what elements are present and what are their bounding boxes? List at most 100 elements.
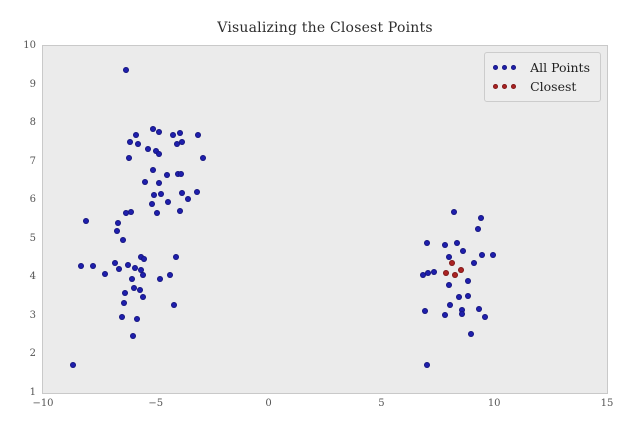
x-axis-tick-label: 10 — [487, 398, 501, 409]
data-point-all-points — [156, 275, 163, 282]
data-point-all-points — [173, 140, 180, 147]
data-point-all-points — [195, 132, 202, 139]
data-point-all-points — [132, 131, 139, 138]
data-point-all-points — [128, 209, 135, 216]
data-point-all-points — [179, 190, 186, 197]
data-point-all-points — [442, 311, 449, 318]
data-point-all-points — [150, 192, 157, 199]
scatter-dot-icon — [493, 65, 499, 70]
data-point-all-points — [70, 361, 77, 368]
data-point-all-points — [138, 267, 145, 274]
data-point-all-points — [478, 251, 485, 258]
data-point-all-points — [134, 140, 141, 147]
data-point-all-points — [121, 299, 128, 306]
data-point-all-points — [122, 66, 129, 73]
data-point-all-points — [176, 207, 183, 214]
x-axis-tick-label: 0 — [265, 398, 272, 409]
plot-area: All Points Closest −10 −5 0 5 10 15 1 2 3 4 5 6 7 8 9 1… — [23, 41, 613, 409]
data-point-all-points — [145, 146, 152, 153]
y-axis-tick-label: 4 — [29, 271, 36, 283]
data-point-all-points — [113, 228, 120, 235]
data-point-all-points — [139, 293, 146, 300]
data-point-all-points — [172, 253, 179, 260]
data-point-all-points — [423, 362, 430, 369]
legend-markers-all-points — [493, 65, 520, 70]
data-point-all-points — [150, 125, 157, 132]
scatter-dot-icon — [502, 65, 508, 70]
data-point-all-points — [124, 261, 131, 268]
data-point-closest — [448, 260, 455, 267]
data-point-all-points — [442, 241, 449, 248]
data-point-closest — [442, 270, 449, 277]
legend: All Points Closest — [484, 52, 601, 102]
data-point-all-points — [193, 188, 200, 195]
data-point-all-points — [454, 240, 461, 247]
y-axis-tick-label: 2 — [29, 348, 36, 360]
legend-markers-closest — [493, 84, 520, 89]
y-axis-tick-label: 1 — [29, 387, 36, 398]
data-point-all-points — [169, 131, 176, 138]
data-point-all-points — [141, 255, 148, 262]
data-point-all-points — [137, 253, 144, 260]
data-point-all-points — [199, 155, 206, 162]
y-axis-tick-label: 7 — [29, 155, 36, 167]
data-point-all-points — [460, 247, 467, 254]
data-point-all-points — [165, 198, 172, 205]
data-point-all-points — [430, 268, 437, 275]
chart-title: Visualizing the Closest Points — [217, 20, 433, 36]
data-point-all-points — [77, 262, 84, 269]
data-point-all-points — [132, 264, 139, 271]
legend-label-closest: Closest — [530, 79, 577, 94]
legend-item-closest: Closest — [493, 77, 590, 96]
data-point-all-points — [155, 180, 162, 187]
scatter-dot-icon — [502, 84, 508, 89]
y-axis-tick-label: 3 — [29, 309, 36, 321]
x-axis-tick-label: −5 — [148, 398, 164, 409]
data-point-all-points — [118, 313, 125, 320]
x-axis-tick-label: −10 — [32, 398, 54, 409]
data-point-all-points — [120, 237, 127, 244]
data-point-all-points — [140, 272, 147, 279]
scatter-dot-icon — [511, 84, 517, 89]
data-point-all-points — [468, 331, 475, 338]
data-point-all-points — [127, 138, 134, 145]
data-point-all-points — [122, 210, 129, 217]
data-point-all-points — [458, 307, 465, 314]
legend-label-all-points: All Points — [530, 60, 590, 75]
data-point-all-points — [102, 270, 109, 277]
data-point-all-points — [167, 272, 173, 279]
data-point-all-points — [424, 240, 431, 247]
data-point-all-points — [178, 170, 185, 177]
data-point-all-points — [90, 262, 97, 269]
y-axis-tick-label: 6 — [29, 194, 36, 206]
data-point-all-points — [451, 209, 458, 216]
data-point-all-points — [158, 191, 165, 198]
data-point-all-points — [465, 293, 472, 300]
x-axis-tick-label: 15 — [600, 398, 614, 409]
scatter-dot-icon — [511, 65, 517, 70]
data-point-all-points — [122, 289, 129, 296]
data-point-all-points — [446, 302, 453, 309]
data-point-all-points — [111, 260, 118, 267]
data-point-all-points — [164, 172, 171, 179]
data-point-all-points — [481, 314, 488, 321]
data-point-all-points — [115, 219, 122, 226]
data-point-all-points — [149, 201, 156, 208]
legend-item-all-points: All Points — [493, 58, 590, 77]
data-point-all-points — [489, 251, 496, 258]
data-point-all-points — [129, 276, 136, 283]
y-axis-tick-label: 5 — [29, 232, 36, 244]
data-point-all-points — [475, 226, 482, 233]
data-point-closest — [457, 267, 464, 274]
data-point-all-points — [82, 218, 89, 225]
data-point-all-points — [178, 138, 185, 145]
data-point-all-points — [136, 287, 143, 294]
data-point-all-points — [421, 308, 428, 315]
data-point-closest — [451, 271, 458, 278]
data-point-all-points — [184, 196, 191, 203]
data-point-all-points — [475, 306, 482, 313]
data-point-all-points — [477, 215, 484, 222]
data-point-all-points — [141, 179, 148, 186]
data-point-all-points — [155, 150, 162, 157]
